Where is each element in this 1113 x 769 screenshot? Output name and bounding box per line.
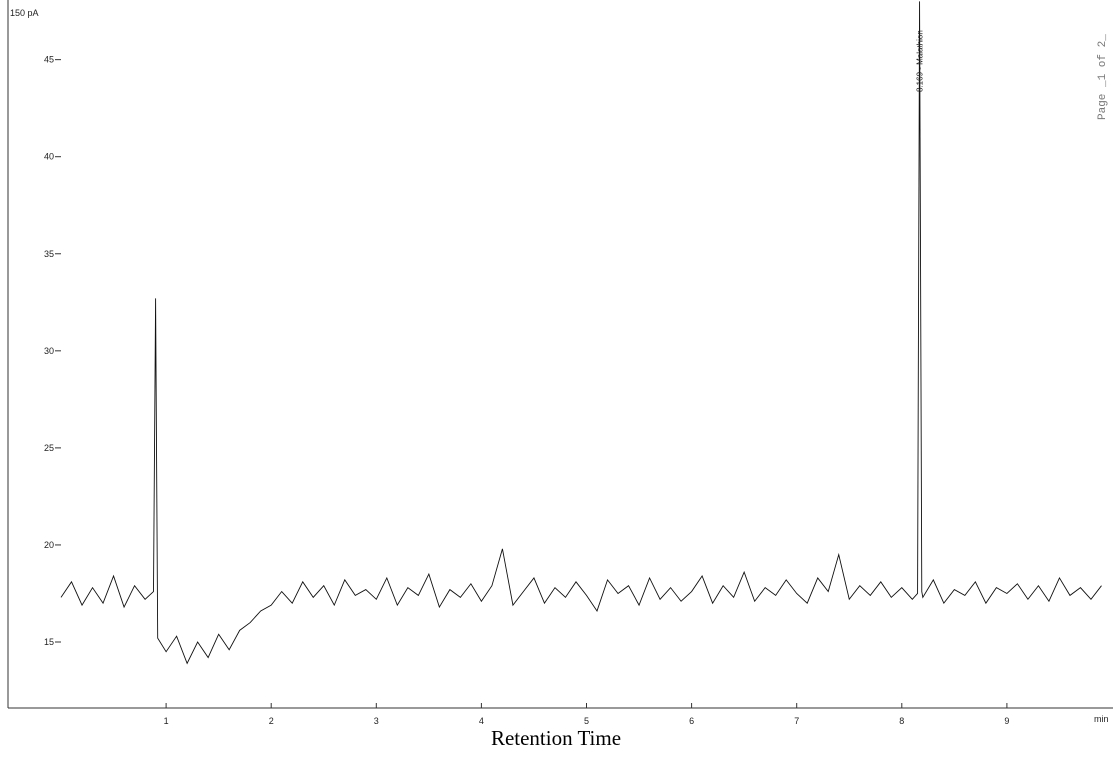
x-tick-label: 3 — [374, 716, 379, 726]
y-tick-label: 20 — [44, 540, 54, 550]
peak-label: 8.169 - Malathion — [916, 30, 925, 92]
x-tick-label: 9 — [1004, 716, 1009, 726]
x-tick-label: 8 — [899, 716, 904, 726]
trace — [61, 1, 1101, 663]
x-tick-label: 4 — [479, 716, 484, 726]
y-tick-label: 35 — [44, 249, 54, 259]
plot-area — [61, 1, 1101, 663]
x-tick-label: 1 — [164, 716, 169, 726]
y-unit: 150 pA — [10, 8, 39, 18]
x-unit: min — [1094, 714, 1109, 724]
x-tick-label: 2 — [269, 716, 274, 726]
y-tick-label: 25 — [44, 443, 54, 453]
y-tick-label: 30 — [44, 346, 54, 356]
page-note: Page _1 of 2_ — [1097, 34, 1109, 120]
x-axis-title: Retention Time — [491, 726, 621, 750]
y-tick-label: 40 — [44, 152, 54, 162]
x-tick-label: 5 — [584, 716, 589, 726]
chromatogram: 150 pA min Retention Time Page _1 of 2_ … — [0, 0, 1113, 764]
x-tick-label: 7 — [794, 716, 799, 726]
y-tick-label: 15 — [44, 637, 54, 647]
y-tick-label: 45 — [44, 55, 54, 65]
x-tick-label: 6 — [689, 716, 694, 726]
